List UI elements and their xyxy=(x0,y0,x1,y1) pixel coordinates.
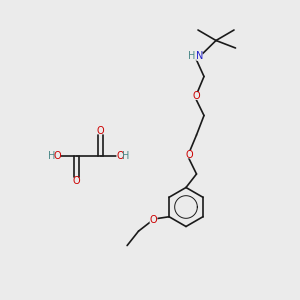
FancyBboxPatch shape xyxy=(97,127,104,134)
Text: O: O xyxy=(185,149,193,160)
Text: O: O xyxy=(150,215,157,225)
FancyBboxPatch shape xyxy=(196,53,203,61)
FancyBboxPatch shape xyxy=(73,178,80,185)
FancyBboxPatch shape xyxy=(185,151,193,158)
Text: O: O xyxy=(73,176,80,187)
Text: N: N xyxy=(196,51,203,61)
Text: O: O xyxy=(53,151,61,161)
Text: O: O xyxy=(116,151,124,161)
FancyBboxPatch shape xyxy=(150,216,158,224)
FancyBboxPatch shape xyxy=(116,152,129,160)
Text: H: H xyxy=(188,51,196,61)
Text: O: O xyxy=(97,125,104,136)
FancyBboxPatch shape xyxy=(193,92,200,100)
Text: O: O xyxy=(193,91,200,101)
Text: H: H xyxy=(48,151,55,161)
Text: H: H xyxy=(122,151,129,161)
FancyBboxPatch shape xyxy=(189,53,195,61)
FancyBboxPatch shape xyxy=(48,152,61,160)
